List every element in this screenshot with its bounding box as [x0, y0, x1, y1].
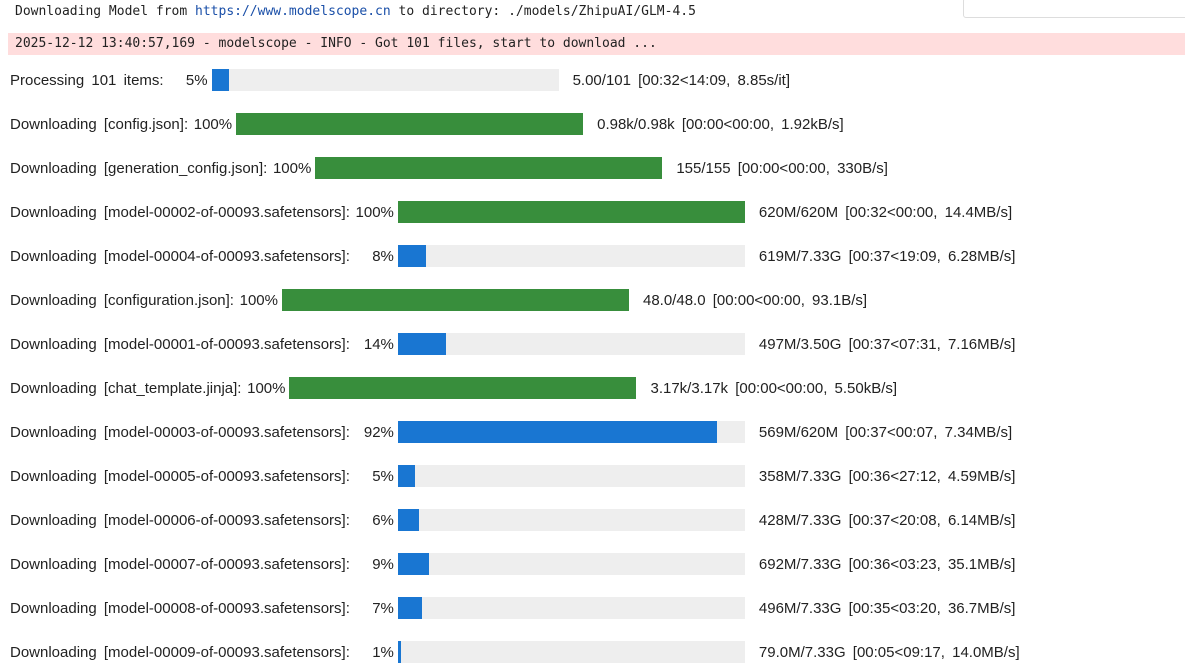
progress-percent: 100% [272, 159, 312, 177]
progress-fill [236, 113, 584, 135]
progress-track [397, 421, 745, 443]
toolbar-box [963, 0, 1185, 18]
progress-fill [289, 377, 637, 399]
progress-row: Downloading [model-00003-of-00093.safete… [10, 410, 1020, 454]
progress-track [236, 113, 584, 135]
progress-percent: 14% [363, 335, 394, 353]
progress-label: Downloading [generation_config.json]: [10, 159, 268, 177]
progress-fill [315, 157, 663, 179]
progress-percent: 92% [363, 423, 394, 441]
progress-percent: 100% [355, 203, 394, 221]
progress-stats: 692M/7.33G [00:36<03:23, 35.1MB/s] [758, 555, 1016, 573]
progress-row: Downloading [model-00004-of-00093.safete… [10, 234, 1020, 278]
progress-fill [397, 553, 430, 575]
progress-track [397, 509, 745, 531]
progress-percent: 100% [247, 379, 286, 397]
progress-fill [211, 69, 229, 91]
progress-stats: 496M/7.33G [00:35<03:20, 36.7MB/s] [758, 599, 1016, 617]
progress-row: Downloading [generation_config.json]: 100… [10, 146, 1020, 190]
progress-track [397, 597, 745, 619]
progress-label: Downloading [model-00003-of-00093.safete… [10, 423, 350, 441]
progress-fill [397, 597, 423, 619]
progress-fill [397, 465, 416, 487]
progress-percent: 100% [239, 291, 278, 309]
progress-fill [397, 333, 447, 355]
progress-percent: 7% [372, 599, 394, 617]
progress-stats: 428M/7.33G [00:37<20:08, 6.14MB/s] [758, 511, 1016, 529]
progress-row: Processing 101 items: 5% 5.00/101 [00:32<1… [10, 58, 1020, 102]
progress-fill [397, 245, 426, 267]
log-line: 2025-12-12 13:40:57,169 - modelscope - I… [8, 33, 1185, 55]
progress-percent: 6% [372, 511, 394, 529]
progress-percent: 100% [193, 115, 233, 133]
progress-label: Downloading [configuration.json]: [10, 291, 234, 309]
progress-label: Downloading [model-00006-of-00093.safete… [10, 511, 350, 529]
progress-row: Downloading [model-00008-of-00093.safete… [10, 586, 1020, 630]
progress-stats: 48.0/48.0 [00:00<00:00, 93.1B/s] [642, 291, 868, 309]
progress-label: Downloading [model-00002-of-00093.safete… [10, 203, 350, 221]
progress-track [211, 69, 559, 91]
progress-row: Downloading [model-00006-of-00093.safete… [10, 498, 1020, 542]
header-suffix: to directory: ./models/ZhipuAI/GLM-4.5 [398, 4, 696, 19]
progress-row: Downloading [model-00002-of-00093.safete… [10, 190, 1020, 234]
progress-fill [397, 201, 745, 223]
progress-track [397, 201, 745, 223]
progress-row: Downloading [model-00005-of-00093.safete… [10, 454, 1020, 498]
progress-stats: 619M/7.33G [00:37<19:09, 6.28MB/s] [758, 247, 1016, 265]
progress-track [281, 289, 629, 311]
progress-row: Downloading [configuration.json]: 100% 48.… [10, 278, 1020, 322]
progress-stats: 155/155 [00:00<00:00, 330B/s] [676, 159, 888, 177]
progress-label: Downloading [model-00008-of-00093.safete… [10, 599, 350, 617]
progress-row: Downloading [model-00009-of-00093.safete… [10, 630, 1020, 666]
progress-row: Downloading [model-00001-of-00093.safete… [10, 322, 1020, 366]
progress-label: Processing 101 items: [10, 71, 164, 89]
progress-track [397, 553, 745, 575]
header-prefix: Downloading Model from [15, 4, 188, 19]
progress-label: Downloading [model-00001-of-00093.safete… [10, 335, 350, 353]
progress-percent: 5% [185, 71, 208, 89]
progress-stats: 358M/7.33G [00:36<27:12, 4.59MB/s] [758, 467, 1016, 485]
download-header: Downloading Model from https://www.model… [15, 4, 696, 19]
progress-track [289, 377, 637, 399]
progress-fill [397, 509, 419, 531]
progress-track [315, 157, 663, 179]
progress-track [397, 333, 745, 355]
progress-label: Downloading [model-00005-of-00093.safete… [10, 467, 350, 485]
progress-label: Downloading [model-00004-of-00093.safete… [10, 247, 350, 265]
progress-label: Downloading [model-00007-of-00093.safete… [10, 555, 350, 573]
progress-row: Downloading [config.json]: 100% 0.98k/0.98… [10, 102, 1020, 146]
progress-fill [397, 641, 402, 663]
progress-track [397, 245, 745, 267]
progress-track [397, 465, 745, 487]
progress-stats: 5.00/101 [00:32<14:09, 8.85s/it] [572, 71, 790, 89]
progress-label: Downloading [model-00009-of-00093.safete… [10, 643, 350, 661]
progress-stats: 497M/3.50G [00:37<07:31, 7.16MB/s] [758, 335, 1016, 353]
progress-stats: 79.0M/7.33G [00:05<09:17, 14.0MB/s] [758, 643, 1020, 661]
progress-fill [281, 289, 629, 311]
progress-row: Downloading [model-00007-of-00093.safete… [10, 542, 1020, 586]
progress-stats: 569M/620M [00:37<00:07, 7.34MB/s] [758, 423, 1013, 441]
progress-row: Downloading [chat_template.jinja]: 100% 3.… [10, 366, 1020, 410]
progress-percent: 8% [372, 247, 394, 265]
progress-label: Downloading [config.json]: [10, 115, 189, 133]
progress-track [397, 641, 745, 663]
progress-stats: 3.17k/3.17k [00:00<00:00, 5.50kB/s] [650, 379, 898, 397]
progress-percent: 9% [372, 555, 394, 573]
header-url[interactable]: https://www.modelscope.cn [195, 4, 391, 19]
progress-fill [397, 421, 718, 443]
progress-stats: 620M/620M [00:32<00:00, 14.4MB/s] [758, 203, 1013, 221]
progress-list: Processing 101 items: 5% 5.00/101 [00:32<1… [10, 58, 1020, 666]
progress-stats: 0.98k/0.98k [00:00<00:00, 1.92kB/s] [597, 115, 844, 133]
progress-label: Downloading [chat_template.jinja]: [10, 379, 242, 397]
progress-percent: 1% [372, 643, 394, 661]
progress-percent: 5% [372, 467, 394, 485]
